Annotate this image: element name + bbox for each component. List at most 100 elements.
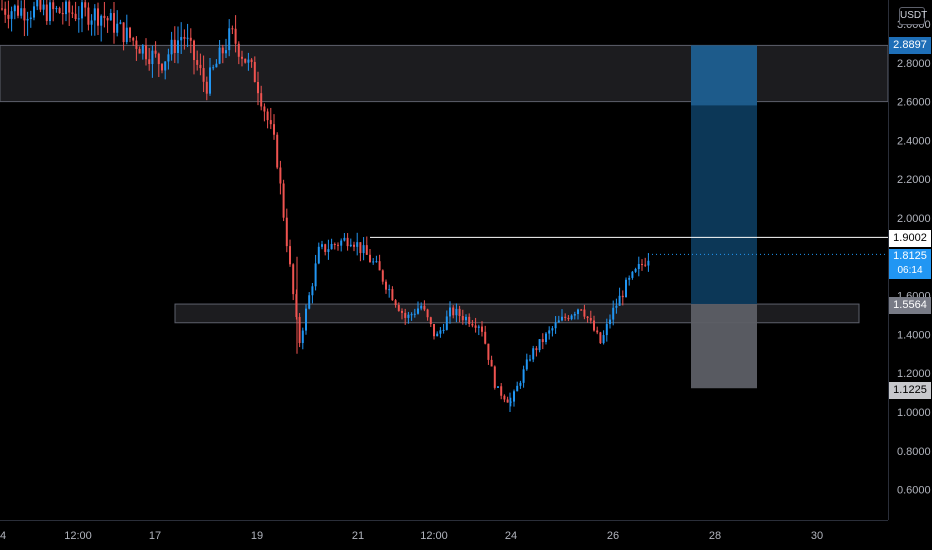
candle-body	[90, 20, 93, 25]
candle-body	[404, 312, 407, 318]
candle-body	[164, 61, 167, 71]
candle-body	[609, 319, 611, 325]
candle-body	[145, 45, 147, 60]
candle-body	[97, 8, 99, 26]
candle-body	[532, 348, 535, 360]
candle-body	[132, 37, 135, 41]
time-axis[interactable]: 4 12:00 17 19 21 12:00 24 26 28 30	[0, 530, 823, 542]
price-tick: 1.0000	[897, 407, 931, 419]
candle-body	[74, 13, 77, 20]
candle-body	[602, 335, 605, 344]
candle-body	[244, 58, 247, 63]
candle-body	[567, 317, 570, 320]
candle-body	[442, 329, 445, 331]
candle-body	[199, 64, 202, 69]
candle-body	[506, 399, 509, 403]
candle-body	[10, 11, 13, 19]
candle-body	[391, 289, 394, 301]
time-tick: 12:00	[420, 530, 448, 542]
price-tick: 2.6000	[897, 97, 931, 109]
candle-body	[81, 2, 83, 19]
candle-body	[605, 324, 608, 336]
candle-body	[525, 359, 528, 370]
candle-body	[647, 260, 650, 266]
candle-body	[247, 59, 250, 63]
candle-body	[221, 47, 224, 54]
candle-body	[13, 5, 16, 12]
candle-body	[292, 264, 295, 295]
candle-body	[529, 359, 531, 361]
candle-body	[113, 13, 115, 33]
candle-body	[353, 244, 355, 247]
candle-body	[333, 244, 336, 246]
candle-body	[407, 314, 410, 318]
current-price-label: 1.8125	[893, 250, 927, 262]
candle-body	[461, 316, 464, 321]
candle-body	[4, 8, 7, 15]
candle-body	[516, 385, 519, 392]
candle-body	[503, 395, 506, 400]
candle-body	[458, 308, 461, 317]
candle-body	[343, 237, 346, 241]
candle-body	[465, 316, 467, 321]
candle-body	[138, 48, 141, 54]
candle-body	[29, 17, 32, 19]
time-tick: 21	[352, 530, 364, 542]
candle-body	[23, 8, 26, 21]
candle-body	[257, 81, 259, 94]
candle-body	[410, 314, 413, 316]
candle-body	[183, 37, 186, 39]
candle-body	[337, 244, 339, 246]
candle-body	[237, 43, 240, 57]
candle-body	[269, 120, 272, 125]
candle-body	[106, 18, 109, 21]
candle-body	[356, 242, 359, 247]
candle-body	[173, 39, 176, 53]
candle-body	[215, 63, 218, 68]
candle-body	[471, 323, 474, 326]
candle-body	[481, 326, 483, 332]
support-zone-price-label: 1.5564	[889, 297, 931, 314]
candle-body	[279, 167, 282, 184]
candle-body	[228, 28, 231, 51]
long-position-loss-zone	[691, 304, 757, 389]
candle-body	[308, 295, 311, 309]
candle-body	[100, 15, 103, 26]
candle-body	[202, 68, 205, 82]
candle-body	[577, 309, 579, 315]
candle-body	[362, 245, 365, 254]
candle-body	[513, 391, 515, 402]
price-tick: 1.2000	[897, 368, 931, 380]
price-tick: 2.2000	[897, 174, 931, 186]
candle-body	[580, 309, 583, 311]
candle-body	[205, 81, 208, 94]
candle-body	[250, 59, 253, 62]
candle-body	[509, 401, 512, 403]
price-tick: 2.4000	[897, 135, 931, 147]
candle-body	[231, 28, 234, 30]
currency-label[interactable]: USDT	[899, 7, 927, 25]
price-tick: 0.8000	[897, 446, 931, 458]
candle-body	[125, 27, 128, 43]
candle-body	[87, 7, 90, 25]
candle-body	[196, 60, 199, 65]
candle-body	[385, 281, 387, 290]
candle-body	[420, 305, 423, 309]
candle-body	[369, 254, 371, 263]
candle-body	[573, 314, 576, 316]
candle-body	[141, 45, 144, 54]
candle-body	[490, 359, 493, 367]
candle-body	[372, 261, 375, 263]
candle-body	[474, 325, 477, 328]
candle-body	[426, 309, 429, 318]
candle-body	[583, 309, 586, 317]
resistance-price-label: 1.9002	[889, 230, 931, 247]
candle-body	[493, 366, 496, 388]
candle-body	[644, 264, 647, 266]
candle-body	[39, 0, 42, 10]
candle-body	[289, 246, 291, 265]
time-tick: 19	[251, 530, 263, 542]
candle-body	[618, 295, 621, 306]
candle-body	[148, 59, 151, 65]
